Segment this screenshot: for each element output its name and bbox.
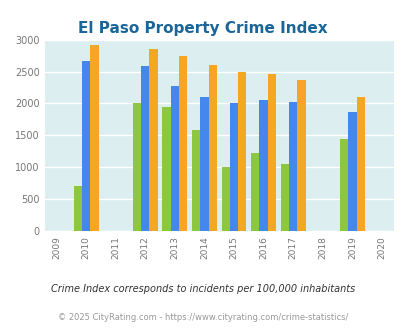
Text: Crime Index corresponds to incidents per 100,000 inhabitants: Crime Index corresponds to incidents per… bbox=[51, 284, 354, 294]
Bar bbox=[162, 107, 170, 231]
Bar bbox=[192, 130, 200, 231]
Bar bbox=[208, 65, 216, 231]
Bar bbox=[90, 45, 98, 231]
Bar bbox=[288, 102, 296, 231]
Bar bbox=[221, 167, 229, 231]
Bar bbox=[229, 103, 238, 231]
Bar bbox=[200, 97, 208, 231]
Text: El Paso Property Crime Index: El Paso Property Crime Index bbox=[78, 20, 327, 36]
Bar bbox=[132, 103, 141, 231]
Bar bbox=[73, 186, 82, 231]
Bar bbox=[280, 164, 288, 231]
Bar bbox=[251, 153, 259, 231]
Bar bbox=[356, 97, 364, 231]
Bar bbox=[149, 49, 157, 231]
Bar bbox=[238, 72, 246, 231]
Bar bbox=[267, 74, 275, 231]
Bar bbox=[259, 100, 267, 231]
Bar bbox=[82, 61, 90, 231]
Bar bbox=[339, 139, 347, 231]
Bar bbox=[296, 81, 305, 231]
Bar bbox=[347, 112, 356, 231]
Bar bbox=[141, 66, 149, 231]
Bar bbox=[170, 85, 179, 231]
Text: © 2025 CityRating.com - https://www.cityrating.com/crime-statistics/: © 2025 CityRating.com - https://www.city… bbox=[58, 313, 347, 322]
Bar bbox=[179, 55, 187, 231]
